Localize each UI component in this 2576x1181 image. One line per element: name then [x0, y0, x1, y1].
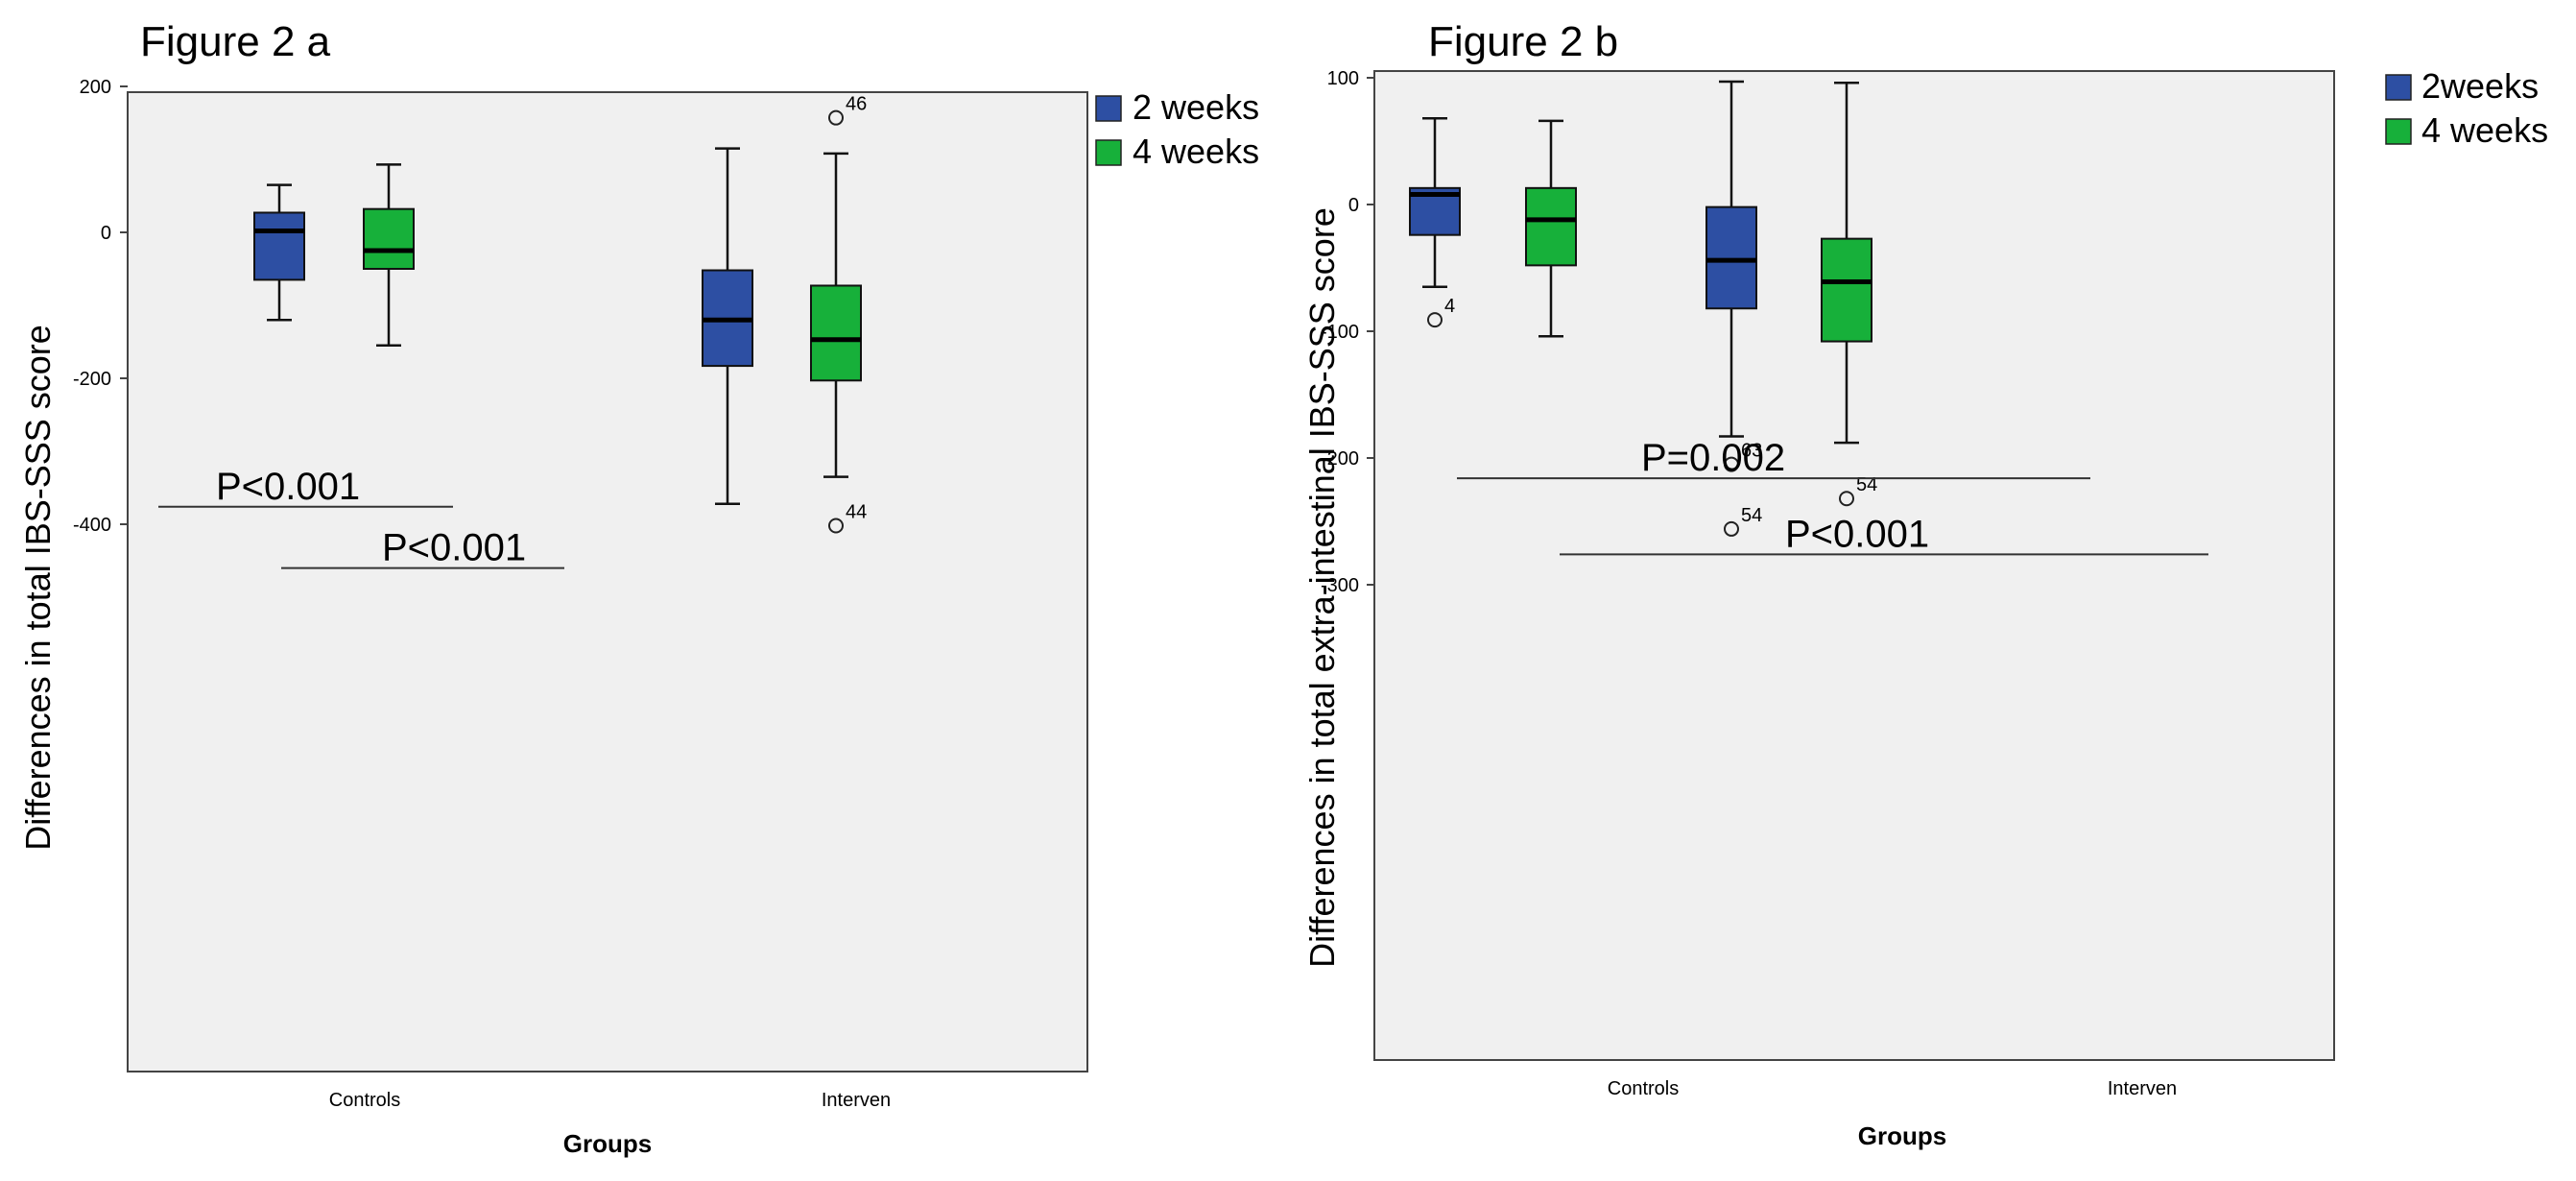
- outlier-4-weeks-interven-44: [828, 518, 844, 534]
- figure-2a-x-axis-label: Groups: [563, 1129, 652, 1158]
- legend-label-4-weeks: 4 weeks: [1133, 132, 1259, 171]
- y-tick-label: 200: [80, 77, 111, 98]
- figure-2a: Figure 2 a Differences in total IBS-SSS …: [18, 18, 1259, 1158]
- p-value-label-1: P=0.002: [1641, 437, 1785, 479]
- y-tick-label: -200: [73, 369, 111, 390]
- figure-2a-y-axis-label: Differences in total IBS-SSS score: [18, 325, 58, 851]
- legend-label-2-weeks: 2 weeks: [1133, 87, 1259, 127]
- y-tick-label: 0: [1348, 195, 1359, 216]
- figure-2b-x-tick-interven: Interven: [2108, 1078, 2177, 1099]
- legend-label-2weeks: 2weeks: [2421, 66, 2539, 106]
- legend-swatch-4-weeks-b: [2385, 118, 2412, 145]
- y-tick-label: -100: [1321, 322, 1359, 343]
- box-2-weeks-controls: [253, 211, 305, 281]
- outlier-label-4-weeks-interven-54: 54: [1856, 474, 1877, 495]
- outlier-label-2weeks-controls-4: 4: [1444, 296, 1455, 317]
- y-tick-label: -200: [1321, 448, 1359, 470]
- outlier-label-4-weeks-interven-44: 44: [846, 502, 867, 523]
- legend-label-4-weeks-b: 4 weeks: [2421, 110, 2548, 150]
- figure-2a-boxes: 46 44: [253, 94, 867, 534]
- box-4-weeks-interven: [810, 284, 862, 382]
- outlier-label-2weeks-interven-54: 54: [1741, 505, 1762, 526]
- figure-2b-title: Figure 2 b: [1428, 18, 1618, 65]
- outlier-2weeks-interven-54: [1724, 520, 1739, 537]
- figure-2b-legend: 2weeks 4 weeks: [2385, 66, 2548, 150]
- figure-2b-boxes: 4 63 54 54: [1409, 80, 1877, 537]
- p-value-label-1: P<0.001: [216, 466, 360, 508]
- figure-2b-y-axis-label: Differences in total extra-intestinal IB…: [1302, 207, 1342, 968]
- figure-2a-annotations: P<0.001 P<0.001: [158, 466, 564, 569]
- figure-2a-title: Figure 2 a: [140, 18, 331, 65]
- outlier-2weeks-controls-4: [1427, 312, 1443, 328]
- y-tick-label: -400: [73, 515, 111, 536]
- legend-swatch-4-weeks: [1095, 139, 1122, 166]
- figure-2b-x-axis-label: Groups: [1858, 1121, 1946, 1150]
- outlier-label-4-weeks-interven-46: 46: [846, 94, 867, 115]
- outlier-4-weeks-interven-54: [1839, 491, 1854, 507]
- outlier-2weeks-interven-63: [1724, 456, 1739, 472]
- figure-2a-x-tick-interven: Interven: [822, 1090, 891, 1111]
- legend-swatch-2weeks: [2385, 74, 2412, 101]
- outlier-label-2weeks-interven-63: 63: [1741, 441, 1762, 462]
- box-2weeks-interven: [1705, 205, 1757, 310]
- figure-2a-y-ticks: 200 0 -200 -400: [73, 77, 128, 536]
- y-tick-label: 100: [1327, 68, 1359, 89]
- figure-2b-x-tick-controls: Controls: [1608, 1078, 1679, 1099]
- box-4-weeks-controls: [1525, 186, 1577, 267]
- box-4-weeks-interven: [1821, 237, 1872, 343]
- figure-2b: Figure 2 b Differences in total extra-in…: [1302, 18, 2548, 1150]
- p-value-label-2: P<0.001: [382, 527, 526, 569]
- outlier-4-weeks-interven-46: [828, 109, 844, 126]
- y-tick-label: 0: [101, 223, 111, 244]
- figure-2a-legend: 2 weeks 4 weeks: [1095, 87, 1259, 171]
- figure-2a-x-tick-controls: Controls: [329, 1090, 400, 1111]
- legend-swatch-2-weeks: [1095, 95, 1122, 122]
- p-value-label-2: P<0.001: [1785, 513, 1929, 555]
- figure-2b-plot-area: [1373, 70, 2335, 1061]
- y-tick-label: -300: [1321, 575, 1359, 596]
- box-4-weeks-controls: [363, 207, 415, 270]
- figure-2b-y-ticks: 100 0 -100 -200 -300: [1321, 68, 1374, 596]
